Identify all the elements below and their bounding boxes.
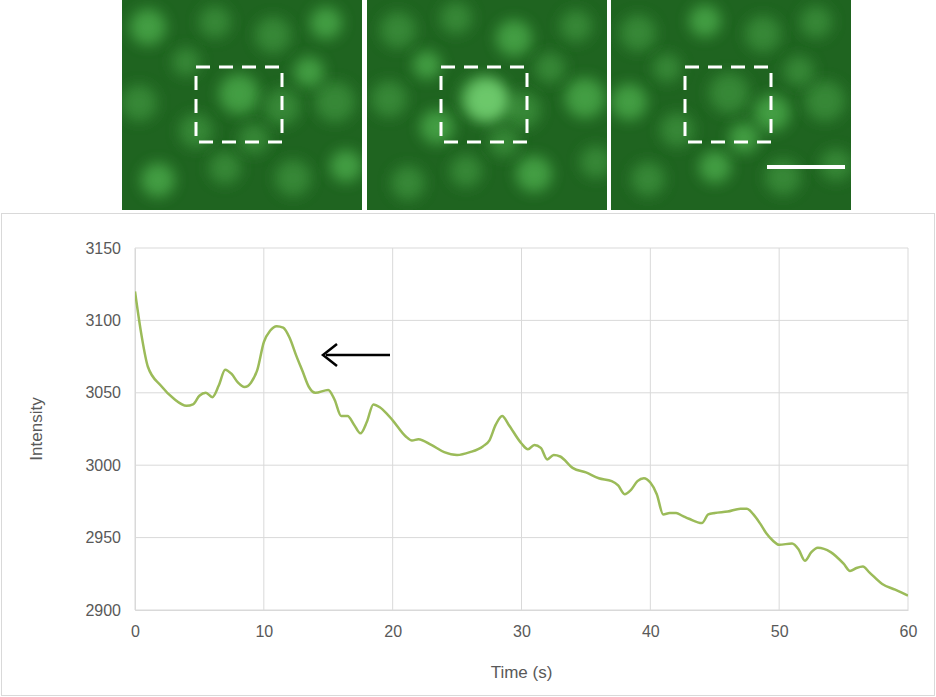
grid-line: [263, 248, 264, 610]
arrow-head: [323, 344, 337, 366]
fluorescent-spot: [219, 74, 259, 114]
fluorescent-spot: [465, 78, 509, 122]
tick: 40: [642, 610, 660, 640]
tick-label: 30: [513, 623, 531, 640]
fluorescent-spot: [391, 166, 425, 200]
fluorescent-spot: [535, 53, 565, 83]
tick-label: 2950: [85, 529, 121, 546]
fluorescent-spot: [310, 7, 342, 39]
tick: 20: [384, 610, 402, 640]
fluorescent-spot: [611, 84, 647, 120]
fluorescent-spot: [631, 162, 665, 196]
micrograph: [121, 0, 362, 210]
fluorescent-spot: [371, 81, 407, 117]
fluorescent-spot: [330, 150, 362, 182]
micrograph: [367, 0, 612, 210]
fluorescent-spot: [653, 54, 681, 82]
tick-label: 0: [131, 623, 140, 640]
chart-frame: [2, 214, 935, 696]
fluorescent-spot: [699, 151, 731, 183]
fluorescent-spot: [800, 6, 832, 38]
micrograph: [611, 0, 852, 210]
intensity-line: [135, 291, 908, 595]
tick: 3100: [85, 312, 135, 329]
grid-line: [908, 248, 909, 610]
fluorescent-spot: [689, 5, 721, 37]
tick-label: 3150: [85, 240, 121, 257]
fluorescent-spot: [765, 159, 801, 195]
fluorescent-spot: [709, 73, 749, 113]
grid-line: [650, 248, 651, 610]
region-of-interest: [685, 67, 771, 142]
tick: 2950: [85, 529, 135, 546]
tick: 50: [771, 610, 789, 640]
tick-label: 10: [255, 623, 273, 640]
axis-line: [136, 610, 909, 611]
fluorescent-spot: [172, 48, 200, 76]
fluorescent-spot: [580, 146, 607, 178]
fluorescent-spot: [560, 10, 592, 42]
fluorescent-spot: [199, 6, 231, 38]
fluorescent-spot: [620, 15, 656, 51]
grid: [135, 248, 908, 610]
x-axis: 0 10 20 30 40 50 60: [131, 610, 917, 640]
fluorescent-spot: [516, 156, 552, 192]
tick-label: 60: [900, 623, 918, 640]
fluorescent-spot: [420, 110, 454, 144]
fluorescent-spot: [745, 16, 781, 52]
fluorescent-spot: [565, 78, 605, 118]
tick: 3050: [85, 384, 135, 401]
tick-label: 20: [384, 623, 402, 640]
arrow-shaft: [326, 354, 390, 357]
fluorescent-spot: [496, 20, 532, 56]
micrograph-background: [367, 0, 607, 210]
grid-line: [779, 248, 780, 610]
fluorescent-spot: [729, 123, 759, 153]
x-axis-title: Time (s): [491, 663, 553, 682]
grid-line: [392, 248, 393, 610]
y-axis: 2900 2950 3000 3050 3100 3150: [85, 240, 135, 619]
fluorescent-spot: [209, 152, 241, 184]
fluorescent-spot: [315, 82, 355, 122]
annotation-arrow: [323, 344, 390, 366]
tick: 30: [513, 610, 531, 640]
region-of-interest: [441, 67, 527, 142]
grid-line: [521, 248, 522, 610]
fluorescent-spot: [122, 85, 157, 121]
region-of-interest: [196, 67, 282, 142]
plot-area: [135, 291, 908, 595]
fluorescent-spot: [450, 155, 482, 187]
fluorescent-spot: [130, 9, 166, 45]
fluorescent-spot: [275, 160, 311, 196]
tick: 2900: [85, 602, 135, 619]
fluorescent-spot: [141, 163, 175, 197]
micrograph-background: [122, 0, 362, 210]
tick-label: 2900: [85, 602, 121, 619]
fluorescent-spot: [380, 12, 416, 48]
tick-label: 50: [771, 623, 789, 640]
tick: 3000: [85, 457, 135, 474]
tick: 3150: [85, 240, 135, 257]
tick-label: 3050: [85, 384, 121, 401]
fluorescent-spot: [294, 57, 324, 87]
fluorescent-spot: [805, 81, 845, 121]
fluorescent-spot: [255, 17, 291, 53]
fluorescent-spot: [440, 2, 472, 34]
tick-label: 40: [642, 623, 660, 640]
fluorescent-spot: [413, 51, 441, 79]
fluorescent-spot: [239, 124, 269, 154]
tick: 10: [255, 610, 273, 640]
micrograph-background: [611, 0, 851, 210]
tick-label: 3000: [85, 457, 121, 474]
fluorescent-spot: [784, 56, 814, 86]
fluorescent-spot: [505, 92, 541, 128]
figure: 0 10 20 30 40 50 60 2900 2950 3000 3050 3100 3150 Tim…: [0, 0, 936, 697]
y-axis-title: Intensity: [27, 397, 46, 461]
tick: 0: [131, 610, 140, 640]
scale-bar: [767, 165, 845, 169]
tick: 60: [900, 610, 918, 640]
tick-label: 3100: [85, 312, 121, 329]
